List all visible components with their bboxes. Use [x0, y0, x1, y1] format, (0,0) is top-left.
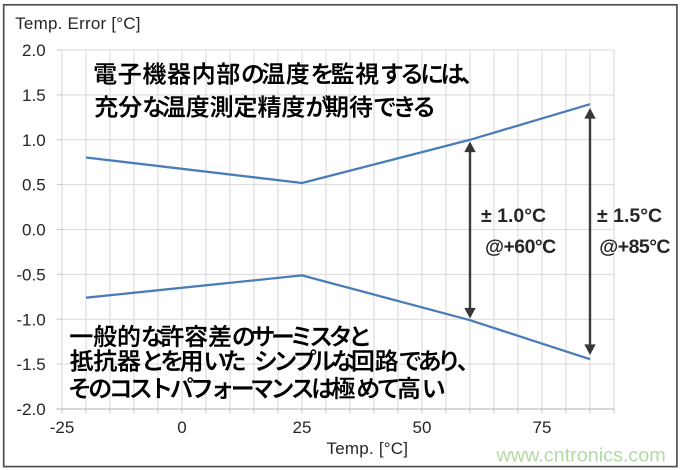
- svg-text:0: 0: [177, 418, 186, 437]
- svg-text:Temp. Error [°C]: Temp. Error [°C]: [15, 14, 141, 33]
- svg-text:-2.0: -2.0: [16, 400, 45, 419]
- svg-text:www.cntronics.com: www.cntronics.com: [496, 444, 666, 466]
- svg-text:-25: -25: [50, 418, 75, 437]
- svg-text:-1.5: -1.5: [16, 355, 45, 374]
- svg-text:± 1.5°C: ± 1.5°C: [597, 205, 662, 227]
- svg-text:-0.5: -0.5: [16, 266, 45, 285]
- svg-text:1.5: 1.5: [22, 86, 46, 105]
- svg-text:1.0: 1.0: [22, 131, 46, 150]
- svg-text:-1.0: -1.0: [16, 310, 45, 329]
- svg-text:50: 50: [413, 418, 432, 437]
- svg-text:75: 75: [533, 418, 552, 437]
- svg-text:@+85°C: @+85°C: [599, 236, 670, 258]
- svg-text:25: 25: [293, 418, 312, 437]
- svg-text:2.0: 2.0: [22, 41, 46, 60]
- svg-text:± 1.0°C: ± 1.0°C: [481, 205, 546, 227]
- svg-text:0.5: 0.5: [22, 176, 46, 195]
- svg-text:Temp. [°C]: Temp. [°C]: [327, 439, 409, 458]
- svg-text:@+60°C: @+60°C: [485, 236, 556, 258]
- svg-text:0.0: 0.0: [22, 221, 46, 240]
